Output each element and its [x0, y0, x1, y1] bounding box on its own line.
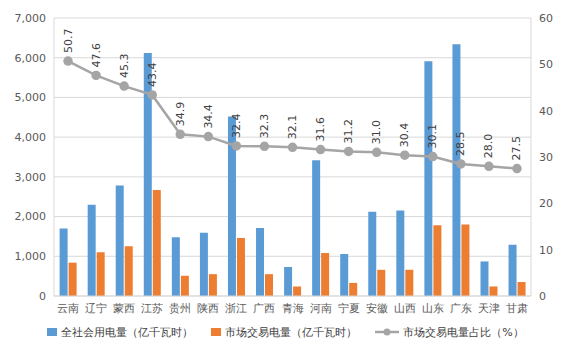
svg-text:32.4: 32.4 [230, 113, 243, 138]
svg-text:10: 10 [539, 244, 553, 257]
svg-text:天津: 天津 [478, 302, 500, 315]
svg-text:30.4: 30.4 [398, 123, 411, 148]
svg-text:广西: 广西 [253, 302, 275, 315]
svg-text:32.1: 32.1 [286, 115, 299, 140]
svg-text:27.5: 27.5 [510, 136, 523, 161]
svg-text:34.9: 34.9 [174, 102, 187, 127]
svg-text:蒙西: 蒙西 [113, 302, 135, 315]
svg-text:31.2: 31.2 [342, 119, 355, 144]
svg-text:2,000: 2,000 [15, 210, 47, 223]
svg-text:宁夏: 宁夏 [338, 302, 360, 315]
svg-text:辽宁: 辽宁 [85, 302, 107, 315]
svg-text:云南: 云南 [57, 302, 79, 315]
svg-text:0: 0 [39, 290, 46, 303]
svg-text:20: 20 [539, 197, 553, 210]
svg-text:30.1: 30.1 [426, 124, 439, 149]
svg-text:50: 50 [539, 58, 553, 71]
svg-text:青海: 青海 [282, 302, 304, 315]
html-text:全社会用电量（亿千瓦时）: 全社会用电量（亿千瓦时） [61, 325, 194, 339]
svg-text:陕西: 陕西 [197, 302, 219, 315]
svg-text:安徽: 安徽 [366, 302, 388, 315]
svg-text:广东: 广东 [450, 302, 472, 315]
html-text:市场交易电量占比（%）: 市场交易电量占比（%） [403, 325, 524, 339]
html-text:市场交易电量（亿千瓦时）: 市场交易电量（亿千瓦时） [225, 325, 358, 339]
svg-text:28.5: 28.5 [454, 131, 467, 156]
svg-text:6,000: 6,000 [15, 52, 47, 65]
svg-text:30: 30 [539, 151, 553, 164]
svg-text:43.4: 43.4 [146, 62, 159, 87]
svg-text:3,000: 3,000 [15, 171, 47, 184]
svg-text:31.6: 31.6 [314, 117, 327, 142]
svg-text:4,000: 4,000 [15, 131, 47, 144]
svg-text:5,000: 5,000 [15, 91, 47, 104]
svg-text:60: 60 [539, 12, 553, 25]
svg-text:山东: 山东 [422, 302, 444, 315]
svg-text:河南: 河南 [310, 302, 332, 315]
svg-text:28.0: 28.0 [482, 134, 495, 159]
svg-text:7,000: 7,000 [15, 12, 47, 25]
svg-text:江苏: 江苏 [141, 302, 163, 315]
svg-text:甘肃: 甘肃 [506, 302, 528, 315]
svg-text:50.7: 50.7 [62, 29, 75, 54]
svg-text:31.0: 31.0 [370, 120, 383, 145]
svg-text:贵州: 贵州 [169, 302, 191, 315]
svg-text:0: 0 [539, 290, 546, 303]
svg-text:32.3: 32.3 [258, 114, 271, 139]
svg-text:47.6: 47.6 [90, 43, 103, 68]
svg-text:山西: 山西 [394, 302, 416, 315]
svg-text:34.4: 34.4 [202, 104, 215, 129]
svg-text:1,000: 1,000 [15, 250, 47, 263]
svg-text:45.3: 45.3 [118, 54, 131, 79]
svg-text:40: 40 [539, 105, 553, 118]
svg-text:浙江: 浙江 [225, 302, 247, 315]
